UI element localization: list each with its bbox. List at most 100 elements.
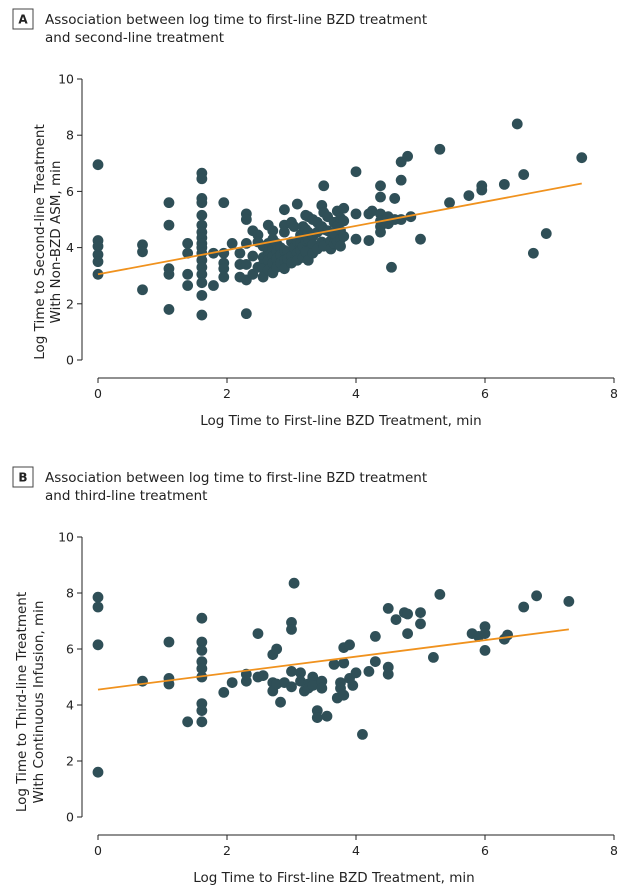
data-point (240, 308, 252, 320)
data-point (218, 687, 230, 698)
data-point (434, 143, 446, 155)
data-point (479, 628, 491, 639)
data-point (271, 643, 283, 655)
y-tick-label: 10 (58, 530, 74, 545)
data-point (92, 256, 104, 268)
data-point (338, 230, 350, 242)
panel-b-badge: B (18, 471, 27, 485)
data-point (382, 603, 394, 614)
data-point (137, 284, 148, 296)
data-point (240, 214, 252, 225)
data-point (288, 577, 300, 589)
y-tick-label: 0 (66, 353, 74, 368)
data-point (415, 233, 426, 245)
data-point (402, 628, 413, 639)
chart-b-xlabel: Log Time to First-line BZD Treatment, mi… (193, 870, 474, 886)
data-point (369, 631, 381, 642)
chart-b-y-ticks: 0 2 4 6 8 10 (58, 530, 82, 825)
panel-a-badge-box (12, 8, 34, 30)
data-point (163, 268, 175, 280)
chart-a: 0 2 4 6 8 10 0 2 4 6 8 Log Time to Second-line Tr… (32, 72, 618, 430)
data-point (338, 215, 350, 227)
data-point (390, 614, 402, 625)
data-point (163, 197, 175, 209)
data-point (257, 670, 269, 681)
data-point (375, 180, 386, 192)
x-tick-label: 0 (94, 843, 102, 858)
panel-a-header: A Association between log time to first-… (12, 8, 427, 46)
chart-b-fit-line (97, 628, 569, 691)
chart-a-points (92, 118, 588, 321)
data-point (415, 618, 426, 630)
data-point (386, 261, 397, 273)
data-point (357, 729, 368, 740)
data-point (196, 705, 208, 716)
chart-a-y-ticks: 0 2 4 6 8 10 (58, 72, 82, 368)
chart-a-ylabel-line-2: With Non-BZD ASM, min (48, 161, 64, 324)
data-point (196, 309, 208, 321)
data-point (240, 675, 252, 687)
x-tick-label: 2 (223, 386, 231, 401)
panel-b-title-line-2: and third-line treatment (45, 488, 207, 504)
data-point (196, 636, 208, 648)
data-point (196, 277, 208, 289)
data-point (92, 240, 104, 252)
y-tick-label: 4 (66, 698, 74, 713)
data-point (247, 250, 259, 262)
data-point (338, 657, 350, 669)
data-point (375, 191, 386, 203)
data-point (363, 235, 375, 246)
data-point (382, 668, 394, 680)
panel-b-header: B Association between log time to first-… (12, 466, 427, 504)
chart-a-fit-line (97, 182, 582, 276)
y-tick-label: 8 (66, 128, 74, 143)
data-point (338, 689, 350, 701)
data-point (163, 304, 175, 315)
data-point (366, 205, 378, 217)
data-point (196, 716, 208, 728)
data-point (518, 169, 530, 180)
data-point (316, 682, 328, 694)
data-point (218, 197, 230, 209)
data-point (196, 663, 208, 674)
panel-a-title-line-2: and second-line treatment (45, 30, 224, 46)
data-point (328, 659, 340, 670)
chart-a-x-ticks: 0 2 4 6 8 (94, 378, 618, 401)
data-point (375, 226, 386, 238)
data-point (196, 645, 208, 656)
data-point (288, 221, 300, 232)
data-point (267, 225, 279, 237)
data-point (405, 211, 417, 223)
data-point (234, 247, 246, 259)
data-point (92, 766, 104, 778)
data-point (463, 190, 475, 202)
data-point (92, 159, 104, 171)
data-point (428, 652, 439, 663)
data-point (196, 173, 208, 185)
y-tick-label: 8 (66, 586, 74, 601)
data-point (218, 263, 230, 275)
chart-a-xlabel: Log Time to First-line BZD Treatment, mi… (200, 413, 481, 429)
data-point (389, 193, 401, 204)
data-point (208, 280, 219, 291)
data-point (395, 174, 407, 186)
x-tick-label: 6 (481, 386, 489, 401)
x-tick-label: 8 (610, 386, 618, 401)
data-point (576, 152, 588, 164)
data-point (279, 204, 290, 216)
data-point (286, 624, 297, 635)
chart-b-ylabel-line-1: Log Time to Third-line Treatment (14, 592, 30, 812)
data-point (369, 656, 381, 667)
data-point (196, 289, 208, 301)
data-point (137, 246, 148, 258)
data-point (350, 667, 362, 679)
y-tick-label: 6 (66, 184, 74, 199)
data-point (182, 716, 194, 728)
chart-b-points (92, 577, 575, 778)
data-point (163, 636, 175, 648)
data-point (318, 180, 330, 192)
data-point (226, 237, 238, 249)
data-point (279, 226, 290, 238)
y-tick-label: 2 (66, 296, 74, 311)
